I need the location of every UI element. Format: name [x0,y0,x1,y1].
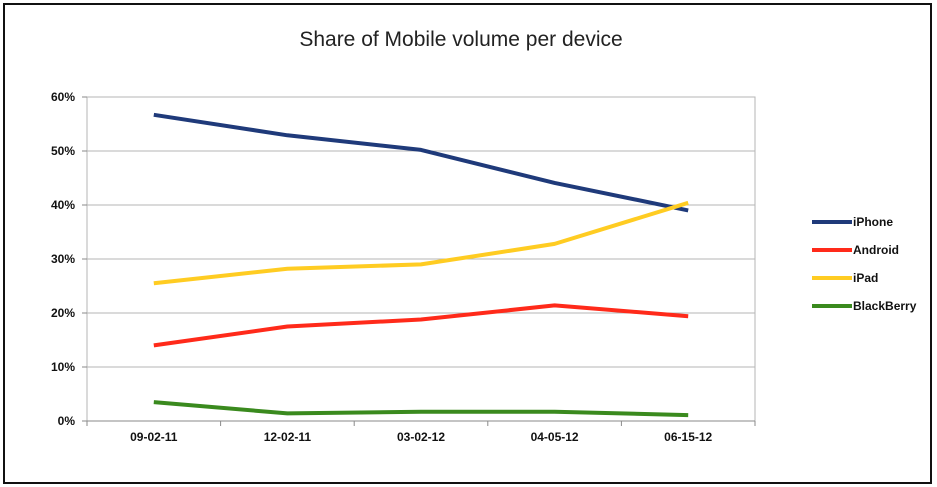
series-line-iphone [153,112,689,213]
legend: iPhone Android iPad BlackBerry [812,215,917,313]
y-tick-label: 30% [51,252,75,266]
plot-area: 0% 10% 20% 30% 40% 50% 60% 09-02-11 12-02-11 03-0… [51,90,756,444]
series-line-android [153,303,689,348]
x-tick-label: 06-15-12 [664,430,712,444]
y-tick-label: 50% [51,144,75,158]
legend-label-blackberry: BlackBerry [853,299,917,313]
series-line-blackberry [153,400,689,418]
legend-label-iphone: iPhone [853,215,893,229]
y-tick-label: 20% [51,306,75,320]
y-tick-label: 0% [58,414,76,428]
y-tick-label: 10% [51,360,75,374]
legend-label-android: Android [853,243,899,257]
x-tick-label: 12-02-11 [264,430,312,444]
x-tick-label: 04-05-12 [531,430,579,444]
legend-label-ipad: iPad [853,271,878,285]
x-tick-label: 03-02-12 [397,430,445,444]
y-tick-label: 60% [51,90,75,104]
series-line-ipad [153,200,689,286]
y-tick-label: 40% [51,198,75,212]
x-tick-label: 09-02-11 [130,430,178,444]
chart-title: Share of Mobile volume per device [299,28,622,51]
